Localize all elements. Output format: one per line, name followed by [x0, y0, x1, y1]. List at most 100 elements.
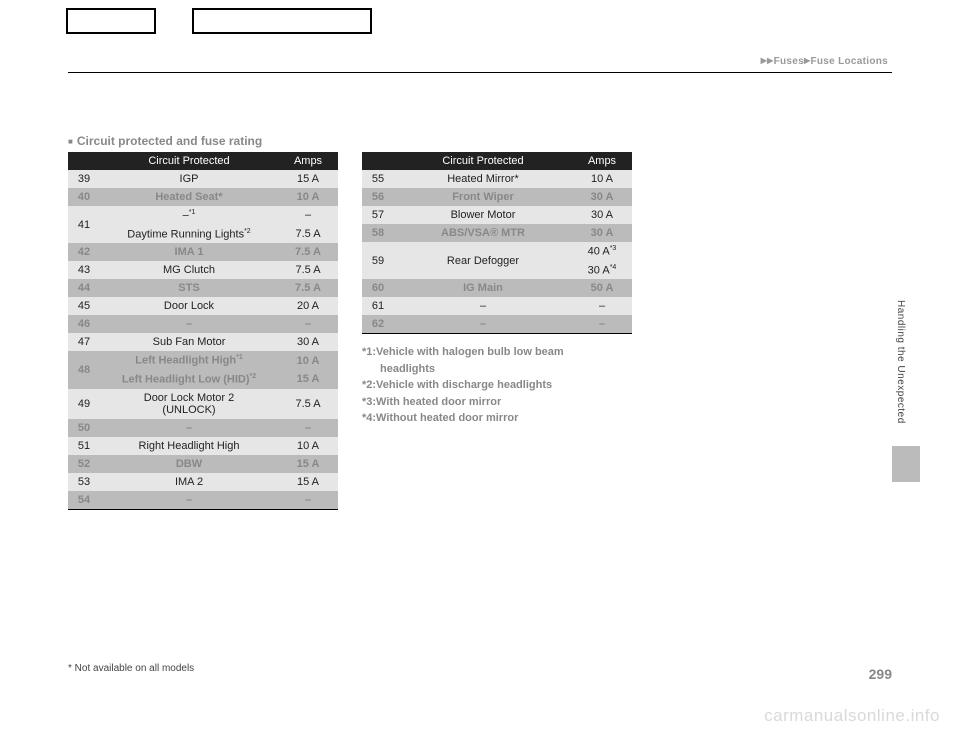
table-row: 40Heated Seat*10 A: [68, 188, 338, 206]
fuse-table-right: Circuit Protected Amps 55Heated Mirror*1…: [362, 152, 632, 333]
fuse-amps: 7.5 A: [278, 243, 338, 261]
fuse-circuit: MG Clutch: [100, 261, 278, 279]
col-circuit: Circuit Protected: [100, 152, 278, 170]
fuse-num: 51: [68, 437, 100, 455]
breadcrumb: ▶▶Fuses▶Fuse Locations: [761, 56, 888, 67]
header-rule: [68, 72, 892, 73]
footnote-line: *3:With heated door mirror: [362, 394, 632, 411]
fuse-num: 43: [68, 261, 100, 279]
fuse-circuit: Door Lock: [100, 297, 278, 315]
table-row: 56Front Wiper30 A: [362, 188, 632, 206]
table-end-rule: [362, 333, 632, 334]
col-amps: Amps: [572, 152, 632, 170]
fuse-circuit: –*1: [100, 206, 278, 225]
fuse-amps: –: [278, 419, 338, 437]
fuse-amps: 10 A: [572, 170, 632, 188]
fuse-num: 48: [68, 351, 100, 388]
fuse-num: 57: [362, 206, 394, 224]
fuse-circuit: IMA 2: [100, 473, 278, 491]
table-end-rule: [68, 509, 338, 510]
fuse-num: 41: [68, 206, 100, 243]
table-row: 50––: [68, 419, 338, 437]
side-tab-label: Handling the Unexpected: [895, 300, 906, 424]
fuse-amps: 30 A: [572, 224, 632, 242]
fuse-amps: 10 A: [278, 188, 338, 206]
page-number: 299: [869, 666, 892, 682]
fuse-circuit: Front Wiper: [394, 188, 572, 206]
table-row: 42IMA 17.5 A: [68, 243, 338, 261]
fuse-num: 61: [362, 297, 394, 315]
fuse-amps: 7.5 A: [278, 225, 338, 244]
table-row: 61––: [362, 297, 632, 315]
section-title-text: Circuit protected and fuse rating: [77, 134, 262, 148]
table-row: 51Right Headlight High10 A: [68, 437, 338, 455]
footnote-line: *2:Vehicle with discharge headlights: [362, 377, 632, 394]
fuse-num: 56: [362, 188, 394, 206]
table-row: 62––: [362, 315, 632, 333]
fuse-num: 52: [68, 455, 100, 473]
fuse-amps: 30 A*4: [572, 261, 632, 280]
fuse-num: 60: [362, 279, 394, 297]
fuse-amps: 30 A: [572, 188, 632, 206]
top-box-1: [66, 8, 156, 34]
fuse-circuit: Door Lock Motor 2(UNLOCK): [100, 389, 278, 419]
col-blank: [68, 152, 100, 170]
fuse-amps: 15 A: [278, 370, 338, 389]
fuse-num: 47: [68, 333, 100, 351]
fuse-circuit: IMA 1: [100, 243, 278, 261]
table-row: 55Heated Mirror*10 A: [362, 170, 632, 188]
fuse-circuit: –: [100, 491, 278, 509]
fuse-amps: 20 A: [278, 297, 338, 315]
table-row: 43MG Clutch7.5 A: [68, 261, 338, 279]
table-row: 45Door Lock20 A: [68, 297, 338, 315]
fuse-amps: –: [572, 315, 632, 333]
fuse-circuit: –: [100, 315, 278, 333]
fuse-num: 42: [68, 243, 100, 261]
fuse-num: 53: [68, 473, 100, 491]
fuse-num: 58: [362, 224, 394, 242]
fuse-amps: 30 A: [572, 206, 632, 224]
fuse-num: 44: [68, 279, 100, 297]
fuse-amps: –: [572, 297, 632, 315]
footnotes: *1:Vehicle with halogen bulb low beamhea…: [362, 344, 632, 427]
bottom-note: * Not available on all models: [68, 663, 194, 674]
fuse-amps: 40 A*3: [572, 242, 632, 261]
col-amps: Amps: [278, 152, 338, 170]
table-row: Daytime Running Lights*27.5 A: [68, 225, 338, 244]
table-row: 41–*1–: [68, 206, 338, 225]
footnote-line: *4:Without heated door mirror: [362, 410, 632, 427]
triangle-icon: ▶▶: [761, 56, 774, 65]
fuse-circuit: Daytime Running Lights*2: [100, 225, 278, 244]
fuse-amps: 10 A: [278, 351, 338, 370]
table-row: 52DBW15 A: [68, 455, 338, 473]
fuse-num: 55: [362, 170, 394, 188]
fuse-circuit: Blower Motor: [394, 206, 572, 224]
table-row: 39IGP15 A: [68, 170, 338, 188]
table-row: 48Left Headlight High*110 A: [68, 351, 338, 370]
fuse-circuit: DBW: [100, 455, 278, 473]
section-title: ■ Circuit protected and fuse rating: [68, 134, 262, 148]
right-column: Circuit Protected Amps 55Heated Mirror*1…: [362, 152, 632, 510]
fuse-circuit: –: [394, 297, 572, 315]
table-row: 58ABS/VSA® MTR30 A: [362, 224, 632, 242]
fuse-amps: –: [278, 315, 338, 333]
top-box-2: [192, 8, 372, 34]
col-circuit: Circuit Protected: [394, 152, 572, 170]
fuse-num: 49: [68, 389, 100, 419]
table-row: 57Blower Motor30 A: [362, 206, 632, 224]
fuse-amps: 15 A: [278, 473, 338, 491]
breadcrumb-a: Fuses: [774, 56, 804, 67]
fuse-amps: 10 A: [278, 437, 338, 455]
fuse-circuit: Rear Defogger: [394, 242, 572, 279]
fuse-num: 54: [68, 491, 100, 509]
fuse-amps: 30 A: [278, 333, 338, 351]
fuse-num: 62: [362, 315, 394, 333]
table-row: 46––: [68, 315, 338, 333]
fuse-circuit: ABS/VSA® MTR: [394, 224, 572, 242]
square-icon: ■: [68, 137, 73, 146]
fuse-circuit: Left Headlight High*1: [100, 351, 278, 370]
fuse-amps: 15 A: [278, 455, 338, 473]
watermark: carmanualsonline.info: [764, 706, 940, 726]
fuse-num: 45: [68, 297, 100, 315]
table-row: 59Rear Defogger40 A*3: [362, 242, 632, 261]
